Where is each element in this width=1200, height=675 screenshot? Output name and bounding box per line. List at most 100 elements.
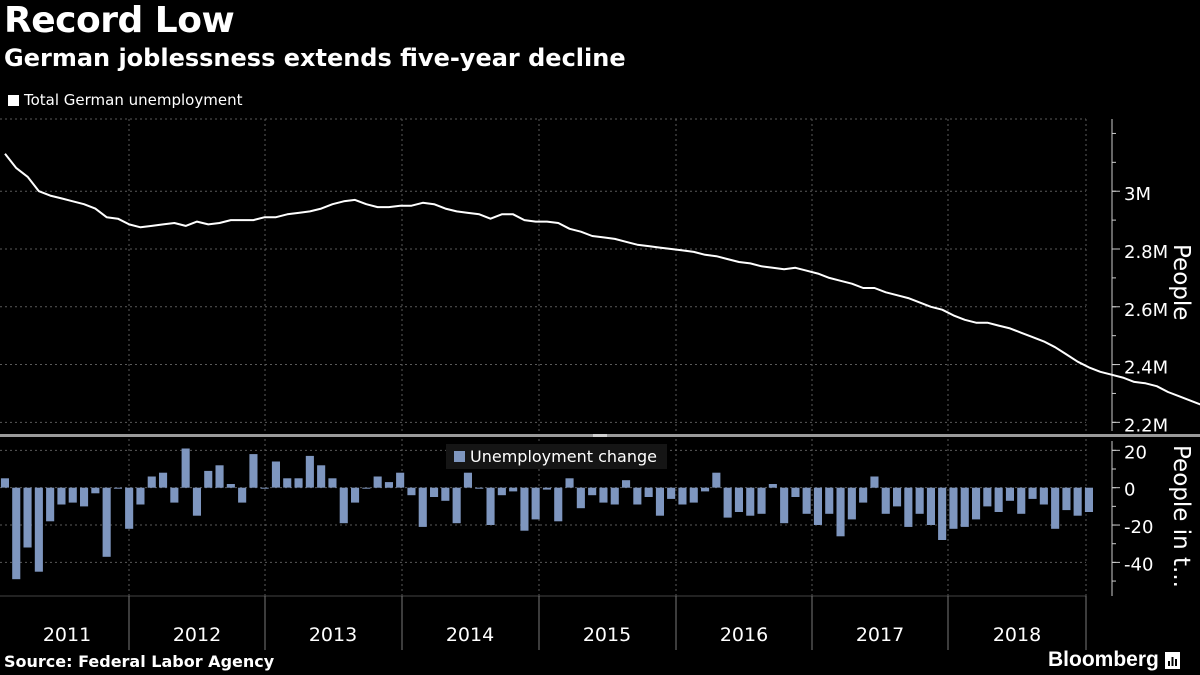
change-bar	[949, 487, 958, 529]
ytick-label-bottom: -40	[1124, 554, 1153, 575]
change-bar	[170, 487, 179, 503]
change-bar	[1005, 487, 1014, 501]
change-bar	[667, 487, 676, 499]
change-bar	[757, 487, 766, 514]
change-bar	[734, 487, 743, 512]
ytick-label-top: 2.8M	[1124, 242, 1168, 263]
change-bar	[305, 455, 314, 488]
change-bar	[983, 487, 992, 507]
source-note: Source: Federal Labor Agency	[4, 652, 275, 671]
change-bar	[113, 487, 122, 489]
change-bar	[497, 487, 506, 496]
unemployment-line	[4, 153, 1200, 406]
change-bar	[46, 487, 55, 522]
change-bar	[825, 487, 834, 514]
change-bar	[576, 487, 585, 509]
change-bar	[644, 487, 653, 497]
change-bar	[915, 487, 924, 514]
change-bar	[102, 487, 111, 557]
change-bar	[486, 487, 495, 525]
change-bar	[859, 487, 868, 503]
change-bar	[226, 484, 235, 488]
change-bar	[610, 487, 619, 505]
xtick-label-2015: 2015	[583, 624, 631, 646]
change-bar	[904, 487, 913, 527]
change-bar	[588, 487, 597, 496]
change-bar	[396, 472, 405, 488]
change-bar	[271, 461, 280, 488]
change-bar	[1084, 487, 1093, 512]
change-bar	[463, 472, 472, 488]
ytick-label-bottom: 0	[1124, 480, 1135, 501]
change-bar	[565, 478, 574, 488]
xtick-label-2011: 2011	[43, 624, 91, 646]
change-bar	[622, 480, 631, 488]
change-bar	[802, 487, 811, 514]
change-bar	[407, 487, 416, 496]
xtick-label-2017: 2017	[856, 624, 904, 646]
change-bar	[520, 487, 529, 531]
change-bar	[260, 487, 269, 489]
change-bar	[994, 487, 1003, 512]
ytick-label-top: 2.6M	[1124, 300, 1168, 321]
change-bar	[1062, 487, 1071, 511]
change-bar	[23, 487, 32, 548]
change-bar	[204, 470, 213, 488]
legend-line: Total German unemployment	[8, 91, 242, 109]
ytick-label-top: 2.4M	[1124, 358, 1168, 379]
change-bar	[12, 487, 21, 580]
change-bar	[283, 478, 292, 488]
change-bar	[599, 487, 608, 503]
ytick-label-top: 2.2M	[1124, 415, 1168, 436]
change-bar	[339, 487, 348, 524]
change-bar	[80, 487, 89, 507]
change-bar	[960, 487, 969, 527]
change-bar	[452, 487, 461, 524]
change-bar	[192, 487, 201, 516]
change-bar	[655, 487, 664, 516]
change-bar	[441, 487, 450, 501]
change-bar	[701, 487, 710, 492]
legend-line-swatch	[8, 94, 19, 106]
change-bar	[689, 487, 698, 503]
change-bar	[542, 487, 551, 490]
xtick-label-2014: 2014	[446, 624, 494, 646]
change-bar	[791, 487, 800, 497]
change-bar	[125, 487, 134, 529]
ylabel-top: People	[1168, 244, 1194, 320]
legend-bars-label: Unemployment change	[470, 447, 657, 466]
change-bar	[926, 487, 935, 525]
change-bar	[1017, 487, 1026, 514]
panel-separator-handle	[593, 434, 607, 437]
change-bar	[633, 487, 642, 505]
change-bar	[1051, 487, 1060, 529]
chart-title: Record Low	[4, 0, 235, 41]
change-bar	[938, 487, 947, 540]
ylabel-bottom: People in t...	[1168, 445, 1194, 588]
change-bar	[57, 487, 66, 505]
legend-bars: Unemployment change	[446, 444, 667, 469]
change-bar	[847, 487, 856, 520]
change-bar	[893, 487, 902, 507]
bloomberg-icon	[1164, 651, 1180, 669]
change-bar	[870, 476, 879, 488]
xtick-label-2013: 2013	[309, 624, 357, 646]
change-bar	[813, 487, 822, 525]
xtick-label-2016: 2016	[720, 624, 768, 646]
legend-bars-swatch	[454, 451, 465, 462]
change-bar	[723, 487, 732, 518]
change-bar	[881, 487, 890, 514]
brand-name: Bloomberg	[1048, 648, 1159, 671]
change-bar	[1028, 487, 1037, 499]
change-bar	[554, 487, 563, 522]
change-bar	[678, 487, 687, 505]
legend-line-label: Total German unemployment	[24, 91, 243, 109]
change-bar	[746, 487, 755, 516]
xtick-label-2012: 2012	[173, 624, 221, 646]
change-bar	[317, 465, 326, 488]
change-bar	[475, 487, 484, 489]
change-bar	[249, 454, 258, 488]
change-bar	[0, 478, 10, 488]
brand-logo: Bloomberg	[1048, 648, 1180, 672]
